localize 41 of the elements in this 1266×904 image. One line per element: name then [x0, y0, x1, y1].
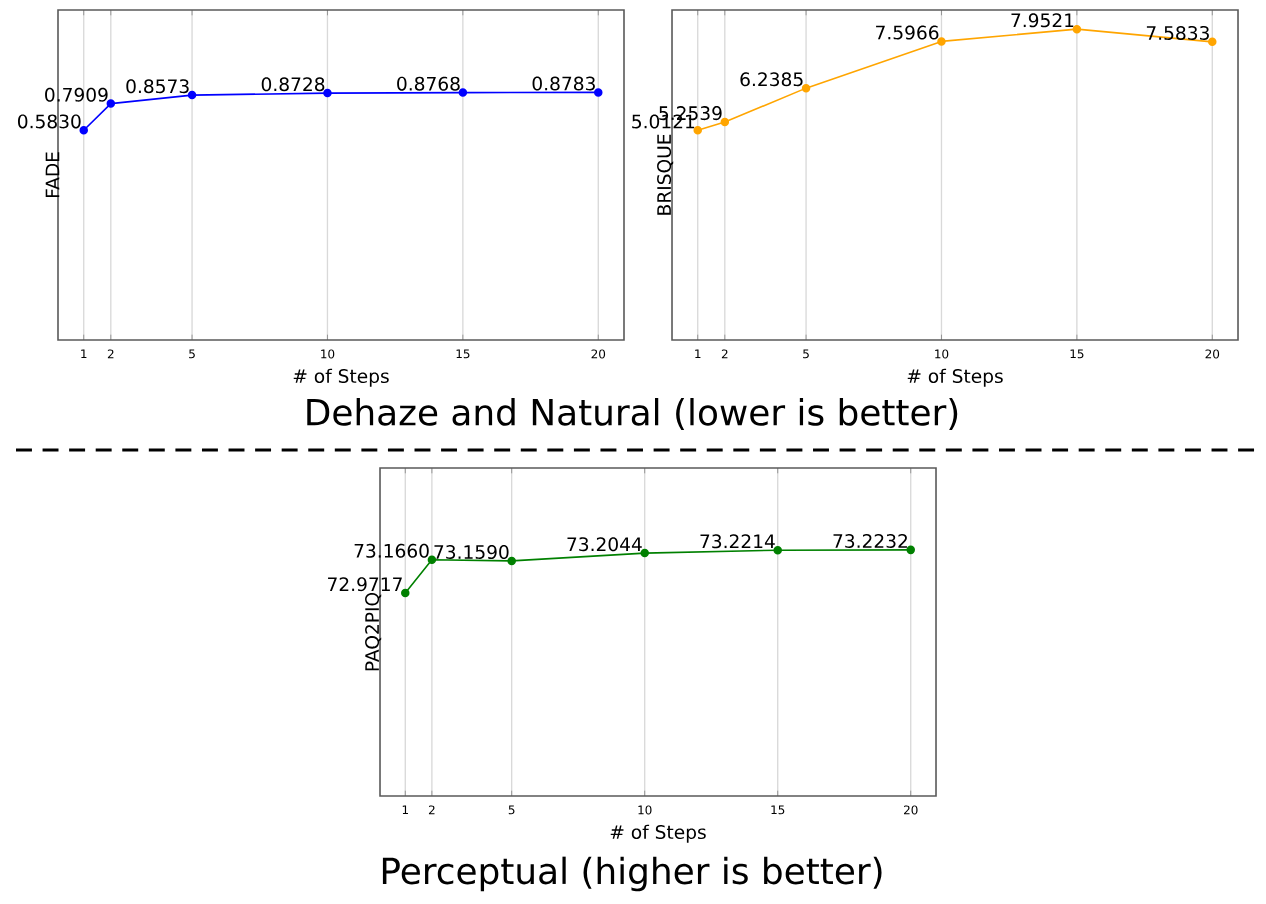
data-label: 0.8768 — [397, 76, 460, 91]
data-label: 0.8728 — [261, 77, 325, 92]
point — [640, 548, 649, 558]
data-label: 0.8573 — [126, 79, 189, 94]
x-axis-title: # of Steps — [907, 368, 1003, 387]
point — [1072, 24, 1082, 34]
point — [106, 99, 116, 108]
data-label: 7.9521 — [1011, 13, 1074, 28]
point — [773, 545, 782, 555]
point — [458, 88, 468, 97]
point — [937, 37, 946, 46]
data-label: 73.2214 — [700, 534, 775, 549]
data-label: 7.5833 — [1146, 25, 1209, 40]
data-label: 73.1590 — [434, 544, 509, 560]
point — [79, 126, 88, 135]
point — [401, 588, 410, 598]
data-label: 7.5966 — [876, 25, 939, 40]
data-label: 0.8783 — [532, 76, 595, 91]
y-axis-title: PAQ2PIQ — [365, 592, 382, 671]
text: Dehaze and Natural (lower is better) — [307, 398, 958, 430]
data-label: 73.2232 — [833, 533, 907, 548]
data-label: 0.5830 — [18, 114, 81, 129]
point — [187, 90, 197, 100]
data-label: 72.9717 — [328, 577, 402, 592]
point — [801, 83, 811, 93]
text: Perceptual (higher is better) — [382, 856, 882, 892]
point — [1208, 37, 1217, 47]
point — [720, 117, 730, 127]
data-label: 6.2385 — [740, 72, 803, 87]
point — [594, 88, 603, 97]
point — [693, 126, 702, 135]
point — [906, 545, 915, 555]
data-label: 0.7909 — [45, 87, 108, 102]
y-axis-title: BRISQUE — [657, 134, 674, 215]
y-axis-title: FADE — [45, 152, 60, 198]
data-label: 73.1660 — [354, 543, 429, 558]
data-label: 73.2044 — [567, 537, 642, 552]
x-axis-title: # of Steps — [293, 368, 389, 387]
point — [323, 88, 332, 98]
x-axis-title: # of Steps — [610, 824, 706, 843]
point — [507, 556, 516, 566]
